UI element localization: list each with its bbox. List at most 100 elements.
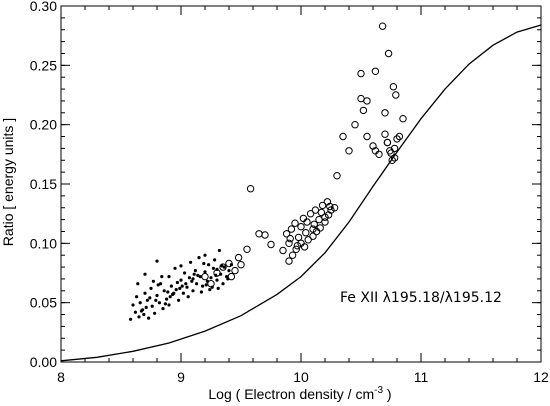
dot-point [136,282,140,286]
dot-point [183,271,187,275]
y-tick-label: 0.10 [30,235,57,251]
circle-point [300,243,309,251]
dot-point [169,284,173,288]
dot-point [174,288,178,292]
dot-point [192,272,196,276]
circle-point [311,206,320,214]
x-tick-label: 8 [57,369,65,385]
chart-annotation: Fe XII λ195.18/λ195.12 [340,290,502,306]
dot-point [191,289,195,293]
circle-point [389,83,398,91]
circle-point [286,234,294,243]
dot-point [168,295,172,299]
dot-point [221,282,225,286]
dot-point [177,298,181,302]
circle-point [333,172,341,180]
dot-point [199,290,203,294]
circle-point [392,91,400,99]
dot-point [156,283,160,287]
dot-point [172,291,176,295]
dot-point [204,283,208,287]
circle-point [345,147,353,155]
dot-point [187,276,191,280]
dot-point [147,316,151,320]
dot-point [161,307,165,311]
dot-point [181,291,185,295]
dot-point [196,273,200,277]
dot-point [227,269,231,273]
circle-point [357,69,365,78]
circle-point [227,272,236,281]
circle-point [285,257,293,265]
dot-point [203,253,207,257]
dot-point [148,296,152,300]
dot-point [139,309,143,313]
circle-point [339,132,347,141]
circle-point [303,218,311,226]
circle-point [321,213,329,221]
dot-point [216,286,220,290]
dot-point [167,275,171,279]
circle-point [304,236,312,244]
circle-point [207,280,215,288]
dot-point [165,297,169,301]
dot-point [179,278,183,282]
dot-point [217,248,221,253]
dot-point [153,311,157,315]
circle-point [231,266,239,275]
dot-point [143,272,147,276]
dot-point [220,264,224,268]
dot-point [166,290,170,294]
dot-point [138,301,142,305]
circle-point [288,251,297,259]
circle-point [316,224,324,232]
circle-point [282,230,291,238]
x-axis-title-superscript: -3 [374,385,383,396]
dot-point [203,270,207,274]
dot-point [186,295,190,299]
dot-point [189,260,193,264]
dot-point [209,276,213,280]
circle-point [357,94,365,103]
y-axis-title: Ratio [ energy units ] [0,118,16,246]
dot-point [143,291,147,295]
x-axis-title: Log ( Electron density / cm-3 ) [208,385,391,402]
y-tick-label: 0.20 [30,117,57,133]
dot-point [131,303,135,307]
y-tick-label: 0.05 [30,295,57,311]
circle-point [393,135,401,143]
circle-point [318,201,327,210]
circle-point [302,229,310,237]
dot-point [211,266,215,270]
dot-point [213,258,217,262]
dot-point [149,286,153,290]
dot-point [198,275,202,279]
dot-point [159,282,163,286]
y-tick-label: 0.00 [30,354,57,370]
dot-point [133,310,137,314]
circle-point [234,253,243,262]
circle-point [237,261,245,269]
circle-point [297,223,305,231]
dot-point [155,259,159,263]
circle-point [255,230,263,238]
circle-point [213,269,221,277]
dot-point [145,298,149,302]
dot-point [142,312,146,317]
dot-point [190,279,194,283]
dot-point [191,277,195,281]
dot-point [157,301,161,305]
circle-point [330,204,339,212]
circle-point [219,263,227,271]
circle-point [381,130,389,138]
dot-point [162,289,166,293]
theory-curve [60,24,542,362]
circle-point [384,49,393,58]
circle-point [317,208,326,217]
dot-point [129,317,133,321]
x-axis-title-end: ) [383,386,392,402]
circle-point [291,219,299,227]
dot-point [222,265,226,269]
circle-point [267,240,275,249]
